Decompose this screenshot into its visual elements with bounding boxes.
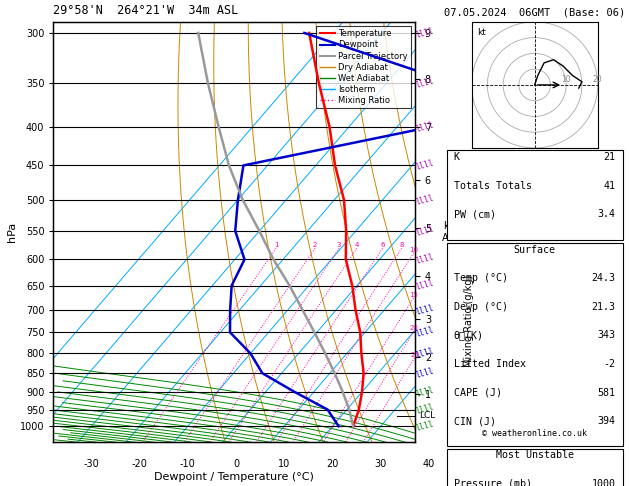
Text: 21: 21: [604, 152, 616, 162]
Text: 24.3: 24.3: [592, 273, 616, 283]
Text: Temp (°C): Temp (°C): [454, 273, 508, 283]
Text: llll: llll: [415, 279, 435, 292]
Text: 25: 25: [410, 352, 419, 358]
Text: Totals Totals: Totals Totals: [454, 181, 532, 191]
Text: llll: llll: [415, 366, 435, 380]
Text: CAPE (J): CAPE (J): [454, 388, 502, 398]
Text: 581: 581: [598, 388, 616, 398]
Text: -30: -30: [84, 459, 99, 469]
Text: -2: -2: [604, 359, 616, 369]
Text: 20: 20: [409, 325, 418, 331]
Text: 1: 1: [274, 243, 278, 248]
Text: llll: llll: [415, 193, 435, 207]
Text: © weatheronline.co.uk: © weatheronline.co.uk: [482, 429, 587, 438]
Text: llll: llll: [415, 26, 435, 40]
Text: llll: llll: [415, 120, 435, 134]
Text: 41: 41: [604, 181, 616, 191]
Text: Surface: Surface: [514, 244, 555, 255]
Text: Mixing Ratio (g/kg): Mixing Ratio (g/kg): [464, 275, 474, 367]
Text: llll: llll: [415, 224, 435, 238]
Text: 343: 343: [598, 330, 616, 340]
Text: Dewp (°C): Dewp (°C): [454, 302, 508, 312]
Text: 3.4: 3.4: [598, 209, 616, 219]
Text: -10: -10: [180, 459, 196, 469]
Bar: [447, 449, 623, 486]
Text: llll: llll: [415, 385, 435, 399]
Text: Most Unstable: Most Unstable: [496, 450, 574, 460]
Text: 3: 3: [337, 243, 342, 248]
Text: llll: llll: [415, 77, 435, 90]
Text: 0: 0: [233, 459, 239, 469]
Text: 8: 8: [399, 243, 404, 248]
Text: 29°58'N  264°21'W  34m ASL: 29°58'N 264°21'W 34m ASL: [53, 4, 239, 17]
Text: llll: llll: [415, 403, 435, 417]
Y-axis label: km
ASL: km ASL: [442, 221, 460, 243]
Text: 20: 20: [593, 75, 603, 84]
Text: 20: 20: [326, 459, 338, 469]
Text: kt: kt: [477, 28, 486, 37]
Text: K: K: [454, 152, 460, 162]
Text: Pressure (mb): Pressure (mb): [454, 479, 532, 486]
Bar: [447, 243, 623, 446]
Text: 21.3: 21.3: [592, 302, 616, 312]
Text: 10: 10: [278, 459, 291, 469]
Text: llll: llll: [415, 253, 435, 266]
Text: 2: 2: [313, 243, 317, 248]
Text: llll: llll: [415, 347, 435, 360]
Text: llll: llll: [415, 159, 435, 172]
Text: llll: llll: [415, 326, 435, 339]
Text: Dewpoint / Temperature (°C): Dewpoint / Temperature (°C): [154, 472, 314, 482]
Text: 6: 6: [381, 243, 385, 248]
Text: 07.05.2024  06GMT  (Base: 06): 07.05.2024 06GMT (Base: 06): [444, 7, 625, 17]
Text: θᴄ(K): θᴄ(K): [454, 330, 484, 340]
Text: CIN (J): CIN (J): [454, 416, 496, 426]
Text: 394: 394: [598, 416, 616, 426]
Text: 1000: 1000: [592, 479, 616, 486]
Text: 10: 10: [561, 75, 571, 84]
Text: -20: -20: [131, 459, 147, 469]
Text: 10: 10: [409, 247, 418, 253]
Bar: [447, 150, 623, 240]
Text: llll: llll: [415, 303, 435, 316]
Text: 15: 15: [409, 292, 418, 298]
Text: 30: 30: [374, 459, 387, 469]
Text: llll: llll: [415, 419, 435, 433]
Y-axis label: hPa: hPa: [7, 222, 17, 242]
Text: PW (cm): PW (cm): [454, 209, 496, 219]
Text: 40: 40: [423, 459, 435, 469]
Text: Lifted Index: Lifted Index: [454, 359, 526, 369]
Text: LCL: LCL: [420, 411, 435, 420]
Legend: Temperature, Dewpoint, Parcel Trajectory, Dry Adiabat, Wet Adiabat, Isotherm, Mi: Temperature, Dewpoint, Parcel Trajectory…: [316, 26, 411, 108]
Text: 4: 4: [355, 243, 359, 248]
